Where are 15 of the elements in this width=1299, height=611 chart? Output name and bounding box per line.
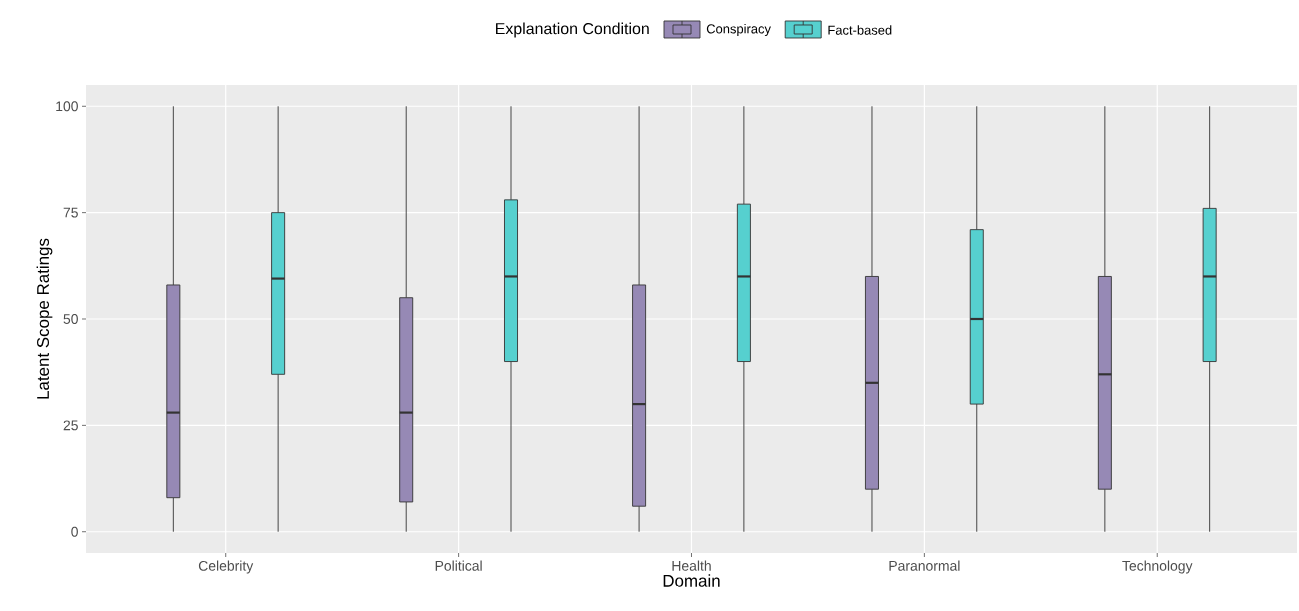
- legend-title: Explanation Condition: [496, 22, 649, 38]
- x-tick-label: Paranormal: [889, 560, 960, 571]
- y-tick-label: 50: [63, 314, 78, 324]
- x-tick-label: Political: [435, 560, 482, 571]
- y-tick-label: 75: [63, 207, 78, 218]
- y-tick-label: 25: [63, 420, 78, 431]
- x-axis-title: Domain: [663, 574, 720, 587]
- y-tick-label: 0: [71, 526, 78, 537]
- legend-label: Conspiracy: [706, 23, 771, 37]
- y-axis-title: Latent Scope Ratings: [36, 238, 53, 399]
- x-tick-label: Health: [672, 560, 711, 571]
- x-tick-label: Celebrity: [198, 560, 254, 574]
- y-tick-label: 100: [56, 101, 78, 112]
- legend-label: Fact-based: [828, 25, 892, 35]
- x-tick-label: Technology: [1122, 560, 1193, 574]
